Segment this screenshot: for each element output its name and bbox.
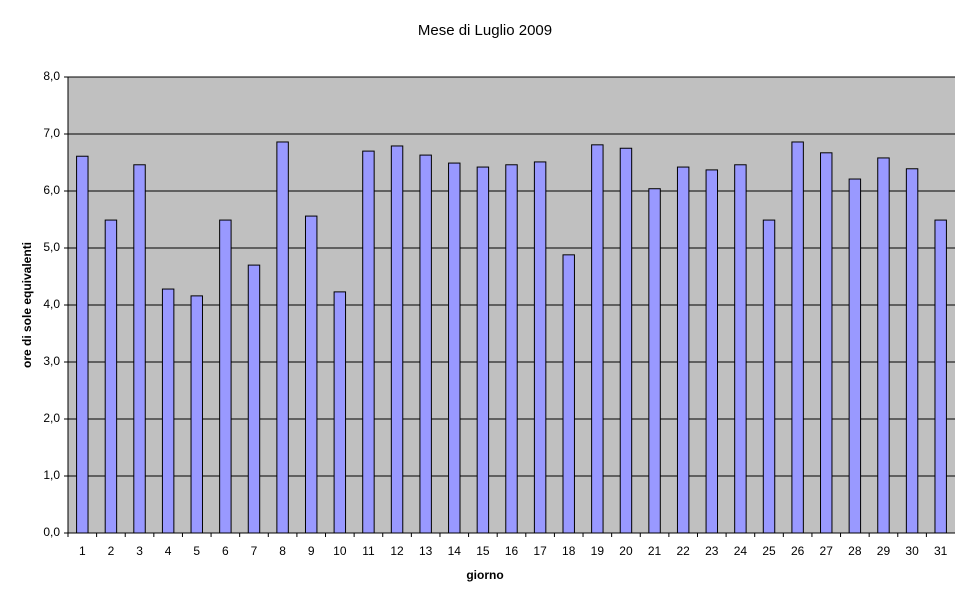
- bar: [390, 145, 404, 534]
- x-tick-label: 30: [905, 544, 919, 558]
- x-tick-label: 2: [108, 544, 115, 558]
- x-tick-label: 20: [619, 544, 633, 558]
- bar: [505, 164, 518, 534]
- bar: [161, 288, 175, 534]
- x-tick-label: 3: [136, 544, 143, 558]
- y-tick-label: 6,0: [43, 183, 60, 197]
- bar: [676, 166, 690, 534]
- bar: [562, 254, 575, 534]
- x-tick-label: 11: [362, 544, 375, 558]
- y-tick-label: 3,0: [43, 354, 60, 368]
- x-tick-label: 8: [279, 544, 286, 558]
- bar: [848, 178, 862, 534]
- x-tick-label: 10: [333, 544, 347, 558]
- x-tick-label: 15: [476, 544, 490, 558]
- bar: [533, 161, 547, 534]
- bar: [705, 169, 719, 534]
- bar: [133, 164, 146, 534]
- x-tick-label: 22: [676, 544, 690, 558]
- bar: [905, 168, 919, 534]
- y-tick-label: 0,0: [43, 525, 60, 539]
- x-tick-label: 25: [762, 544, 776, 558]
- x-tick-label: 31: [934, 544, 948, 558]
- x-tick-label: 9: [308, 544, 315, 558]
- x-tick-label: 23: [705, 544, 719, 558]
- bar: [247, 264, 261, 534]
- bar: [104, 219, 118, 534]
- y-tick-label: 5,0: [43, 240, 60, 254]
- bar: [619, 147, 633, 534]
- bar: [76, 155, 89, 534]
- bar: [190, 295, 203, 534]
- x-tick-label: 13: [419, 544, 433, 558]
- x-tick-label: 4: [165, 544, 172, 558]
- x-tick-label: 24: [734, 544, 748, 558]
- x-tick-label: 6: [222, 544, 229, 558]
- x-tick-label: 29: [877, 544, 891, 558]
- bar: [591, 144, 604, 534]
- bar: [304, 215, 318, 534]
- x-tick-label: 28: [848, 544, 862, 558]
- bar: [820, 152, 833, 534]
- chart-title: Mese di Luglio 2009: [418, 22, 552, 39]
- x-tick-label: 21: [648, 544, 662, 558]
- bar: [877, 157, 890, 534]
- y-tick-label: 1,0: [43, 468, 60, 482]
- x-tick-label: 17: [533, 544, 547, 558]
- bar: [419, 154, 432, 534]
- x-tick-label: 18: [562, 544, 576, 558]
- x-tick-label: 26: [791, 544, 805, 558]
- x-tick-label: 7: [251, 544, 258, 558]
- bar: [734, 164, 747, 534]
- bar: [219, 219, 232, 534]
- bar: [333, 291, 347, 534]
- y-tick-label: 2,0: [43, 411, 60, 425]
- x-tick-label: 16: [505, 544, 519, 558]
- x-tick-label: 14: [448, 544, 462, 558]
- y-tick-label: 8,0: [43, 69, 60, 83]
- x-tick-label: 19: [591, 544, 605, 558]
- bar: [448, 162, 461, 534]
- bar: [276, 141, 289, 534]
- bar: [791, 141, 804, 534]
- bar: [648, 188, 661, 534]
- y-tick-label: 4,0: [43, 297, 60, 311]
- bar: [362, 150, 375, 534]
- x-tick-label: 5: [193, 544, 200, 558]
- x-tick-label: 12: [390, 544, 404, 558]
- y-axis-title: ore di sole equivalenti: [20, 242, 34, 368]
- x-tick-label: 1: [79, 544, 86, 558]
- x-axis-title: giorno: [466, 568, 503, 582]
- bar: [476, 166, 490, 534]
- x-tick-label: 27: [820, 544, 834, 558]
- bar: [934, 219, 947, 534]
- y-tick-label: 7,0: [43, 126, 60, 140]
- bar: [762, 219, 776, 534]
